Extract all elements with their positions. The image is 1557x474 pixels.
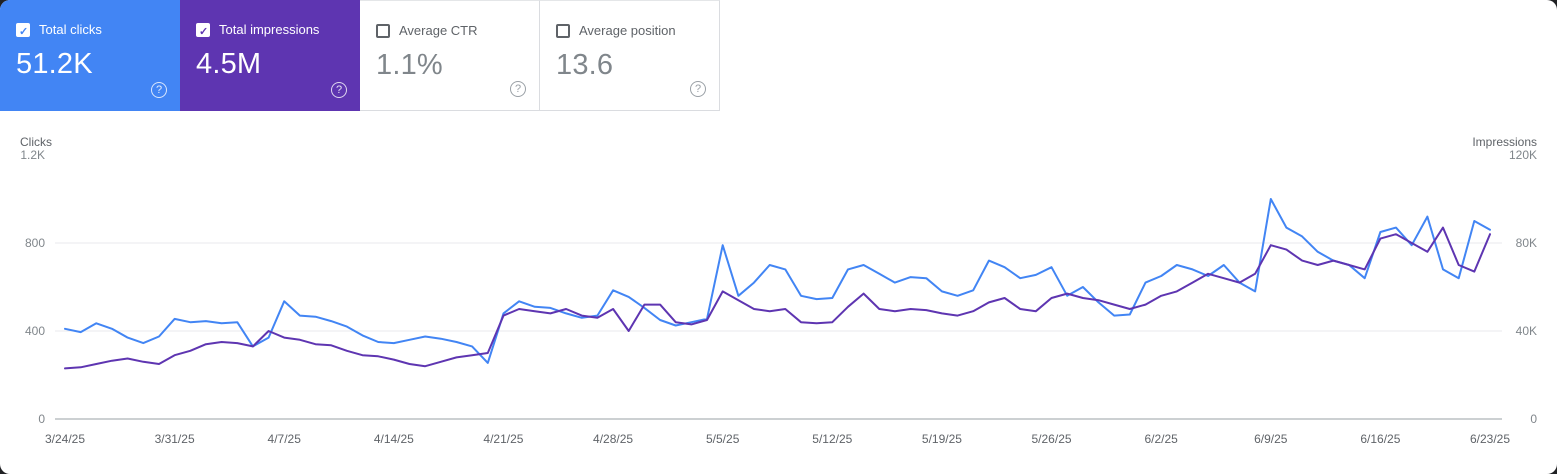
checkbox-average-ctr[interactable]	[376, 23, 390, 38]
card-value: 13.6	[556, 49, 614, 81]
help-icon[interactable]	[510, 81, 526, 97]
metric-card-total-impressions[interactable]: Total impressions 4.5M	[180, 0, 360, 111]
x-tick: 5/12/25	[812, 432, 853, 446]
y-tick-left: 0	[38, 412, 45, 426]
card-header: Total clicks	[16, 22, 164, 39]
checkbox-total-clicks[interactable]	[16, 22, 30, 39]
y-tick-right: 120K	[1508, 148, 1537, 162]
metric-card-total-clicks[interactable]: Total clicks 51.2K	[0, 0, 180, 111]
right-axis-title: Impressions	[1472, 135, 1537, 149]
x-tick: 3/31/25	[154, 432, 195, 446]
metric-cards: Total clicks 51.2K Total impressions 4.5…	[0, 0, 720, 111]
card-value: 51.2K	[16, 48, 93, 80]
card-value: 1.1%	[376, 49, 443, 81]
y-tick-right: 80K	[1515, 236, 1537, 250]
card-header: Average position	[556, 23, 703, 38]
card-label: Average CTR	[399, 23, 478, 38]
x-tick: 5/5/25	[706, 432, 740, 446]
checkbox-average-position[interactable]	[556, 23, 570, 38]
card-value: 4.5M	[196, 48, 262, 80]
card-label: Total clicks	[39, 22, 102, 37]
card-label: Total impressions	[219, 22, 320, 37]
x-tick: 4/7/25	[267, 432, 301, 446]
x-tick: 5/19/25	[921, 432, 962, 446]
x-tick: 6/9/25	[1254, 432, 1288, 446]
y-tick-right: 0	[1530, 412, 1537, 426]
x-tick: 6/16/25	[1360, 432, 1401, 446]
card-header: Total impressions	[196, 22, 344, 39]
checkbox-total-impressions[interactable]	[196, 22, 210, 39]
card-label: Average position	[579, 23, 676, 38]
x-tick: 4/28/25	[593, 432, 634, 446]
help-icon[interactable]	[151, 82, 167, 98]
y-tick-left: 1.2K	[20, 148, 45, 162]
metric-card-average-position[interactable]: Average position 13.6	[540, 0, 720, 111]
x-tick: 5/26/25	[1031, 432, 1072, 446]
help-icon[interactable]	[331, 82, 347, 98]
series-line-total-impressions	[64, 226, 1491, 370]
x-tick: 6/23/25	[1469, 432, 1511, 446]
x-tick: 4/14/25	[373, 432, 414, 446]
x-tick: 4/21/25	[483, 432, 524, 446]
left-axis-title: Clicks	[20, 135, 52, 149]
help-icon[interactable]	[690, 81, 706, 97]
x-tick: 6/2/25	[1144, 432, 1178, 446]
y-tick-left: 400	[24, 324, 45, 338]
y-tick-left: 800	[24, 236, 45, 250]
card-header: Average CTR	[376, 23, 523, 38]
series-line-total-clicks	[64, 198, 1491, 364]
y-tick-right: 40K	[1515, 324, 1537, 338]
x-tick: 3/24/25	[44, 432, 86, 446]
metric-card-average-ctr[interactable]: Average CTR 1.1%	[360, 0, 540, 111]
